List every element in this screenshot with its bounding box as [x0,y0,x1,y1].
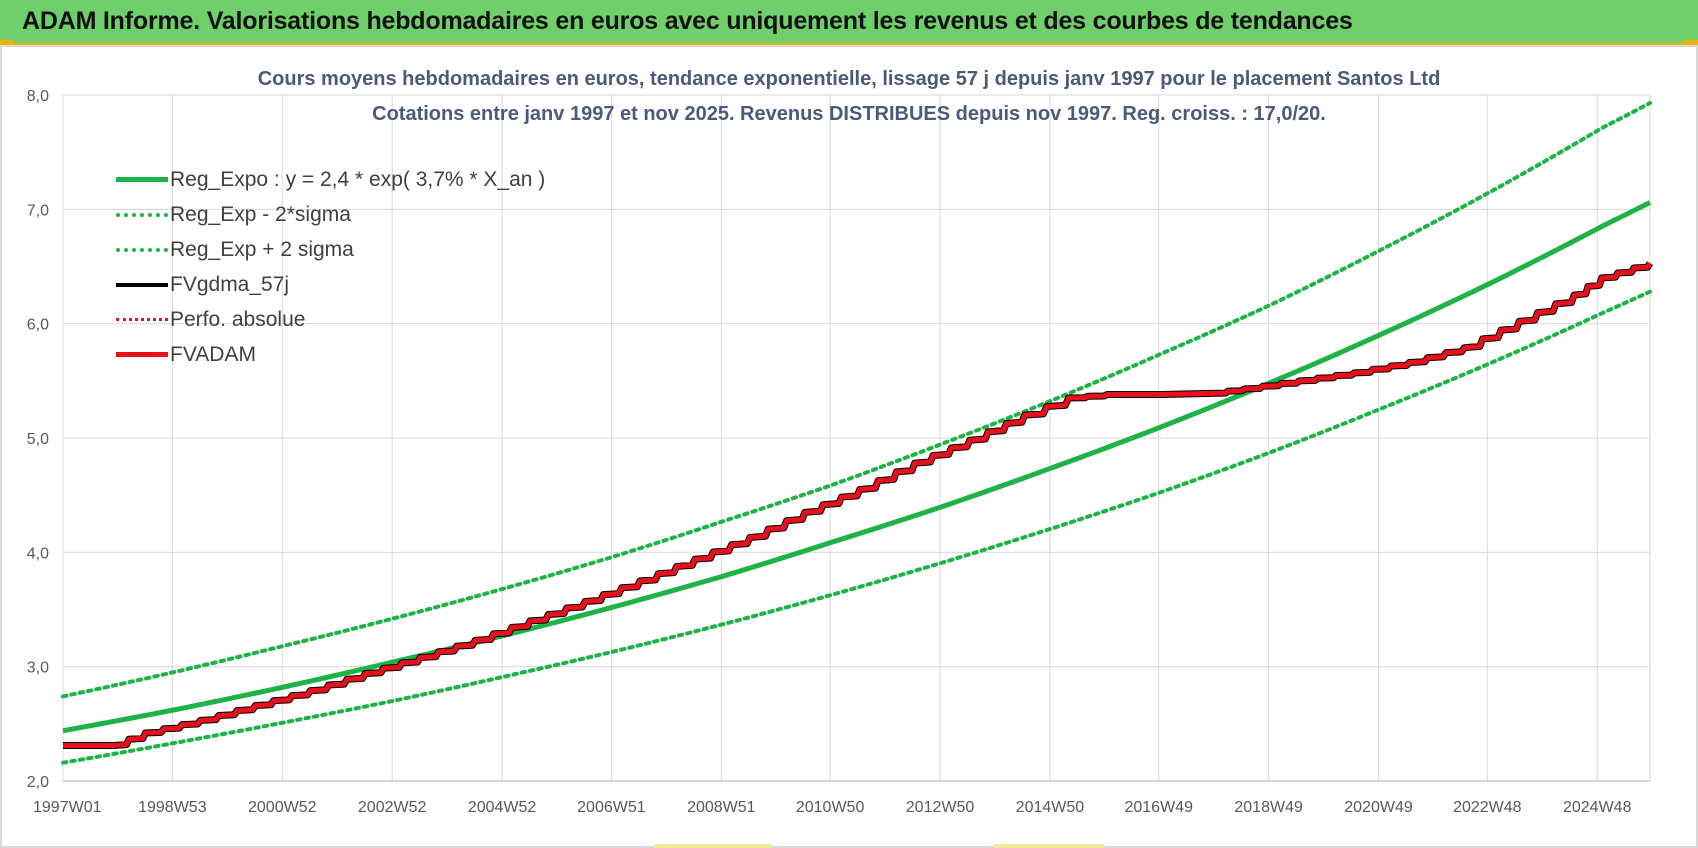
report-banner: ADAM Informe. Valorisations hebdomadaire… [0,0,1698,45]
legend-swatch [116,177,168,182]
y-tick-label: 8,0 [27,88,49,105]
x-tick-label: 2008W51 [687,799,756,816]
x-tick-label: 1998W53 [138,799,207,816]
legend-swatch [116,282,168,287]
legend-label: FVADAM [170,342,256,366]
x-tick-label: 2000W52 [248,799,317,816]
chart-subtitle: Cotations entre janv 1997 et nov 2025. R… [372,103,1326,125]
x-tick-label: 2006W51 [577,799,646,816]
chart-legend: Reg_Expo : y = 2,4 * exp( 3,7% * X_an ) R… [116,162,545,372]
legend-label: Perfo. absolue [170,307,306,331]
axis-layer: 2,0 3,0 4,0 5,0 6,0 7,0 8,0 1997W01 1998W53 2000W… [27,88,1650,816]
series-line-reg-exp-2-sigma [61,289,1652,765]
y-tick-label: 7,0 [27,202,49,219]
series-line-fvadam [63,261,1653,749]
chart-title: Cours moyens hebdomadaires en euros, ten… [257,68,1441,90]
banner-corner-left [0,40,14,46]
report-title: ADAM Informe. Valorisations hebdomadaire… [22,7,1353,35]
legend-swatch [116,212,168,217]
series-line-reg-exp-2-sigma [61,101,1652,699]
x-tick-label: 2022W48 [1453,799,1522,816]
legend-swatch [116,352,168,357]
legend-item: Reg_Exp - 2*sigma [116,197,545,232]
x-tick-label: 2014W50 [1016,799,1085,816]
legend-item: FVADAM [116,337,545,372]
legend-item: Reg_Expo : y = 2,4 * exp( 3,7% * X_an ) [116,162,545,197]
series-layer [61,101,1654,765]
legend-swatch [116,247,168,252]
y-tick-label: 2,0 [27,774,49,791]
bottom-marker-right [994,844,1104,848]
legend-label: Reg_Expo : y = 2,4 * exp( 3,7% * X_an ) [170,167,546,191]
x-tick-label: 2018W49 [1234,799,1303,816]
y-tick-label: 5,0 [27,431,49,448]
legend-label: Reg_Exp - 2*sigma [170,202,351,226]
legend-swatch [116,318,168,321]
x-tick-label: 2020W49 [1344,799,1413,816]
x-tick-label: 2002W52 [358,799,427,816]
x-tick-label: 2012W50 [906,799,975,816]
banner-corner-right [1684,40,1698,46]
legend-item: Reg_Exp + 2 sigma [116,232,545,267]
x-tick-label: 1997W01 [33,799,102,816]
x-tick-label: 2010W50 [796,799,865,816]
y-tick-label: 6,0 [27,317,49,334]
x-tick-label: 2016W49 [1124,799,1193,816]
legend-label: Reg_Exp + 2 sigma [170,237,354,261]
y-tick-label: 3,0 [27,660,49,677]
series-line-reg-expo-y-2-4-exp-3-7-x-an [62,200,1652,734]
y-tick-label: 4,0 [27,545,49,562]
legend-label: FVgdma_57j [170,272,290,296]
x-tick-label: 2004W52 [468,799,537,816]
chart-frame [0,45,1698,848]
legend-item: FVgdma_57j [116,267,545,302]
bottom-marker-left [654,844,772,848]
legend-item: Perfo. absolue [116,302,545,337]
grid-layer [62,94,1651,782]
x-tick-label: 2024W48 [1563,799,1632,816]
